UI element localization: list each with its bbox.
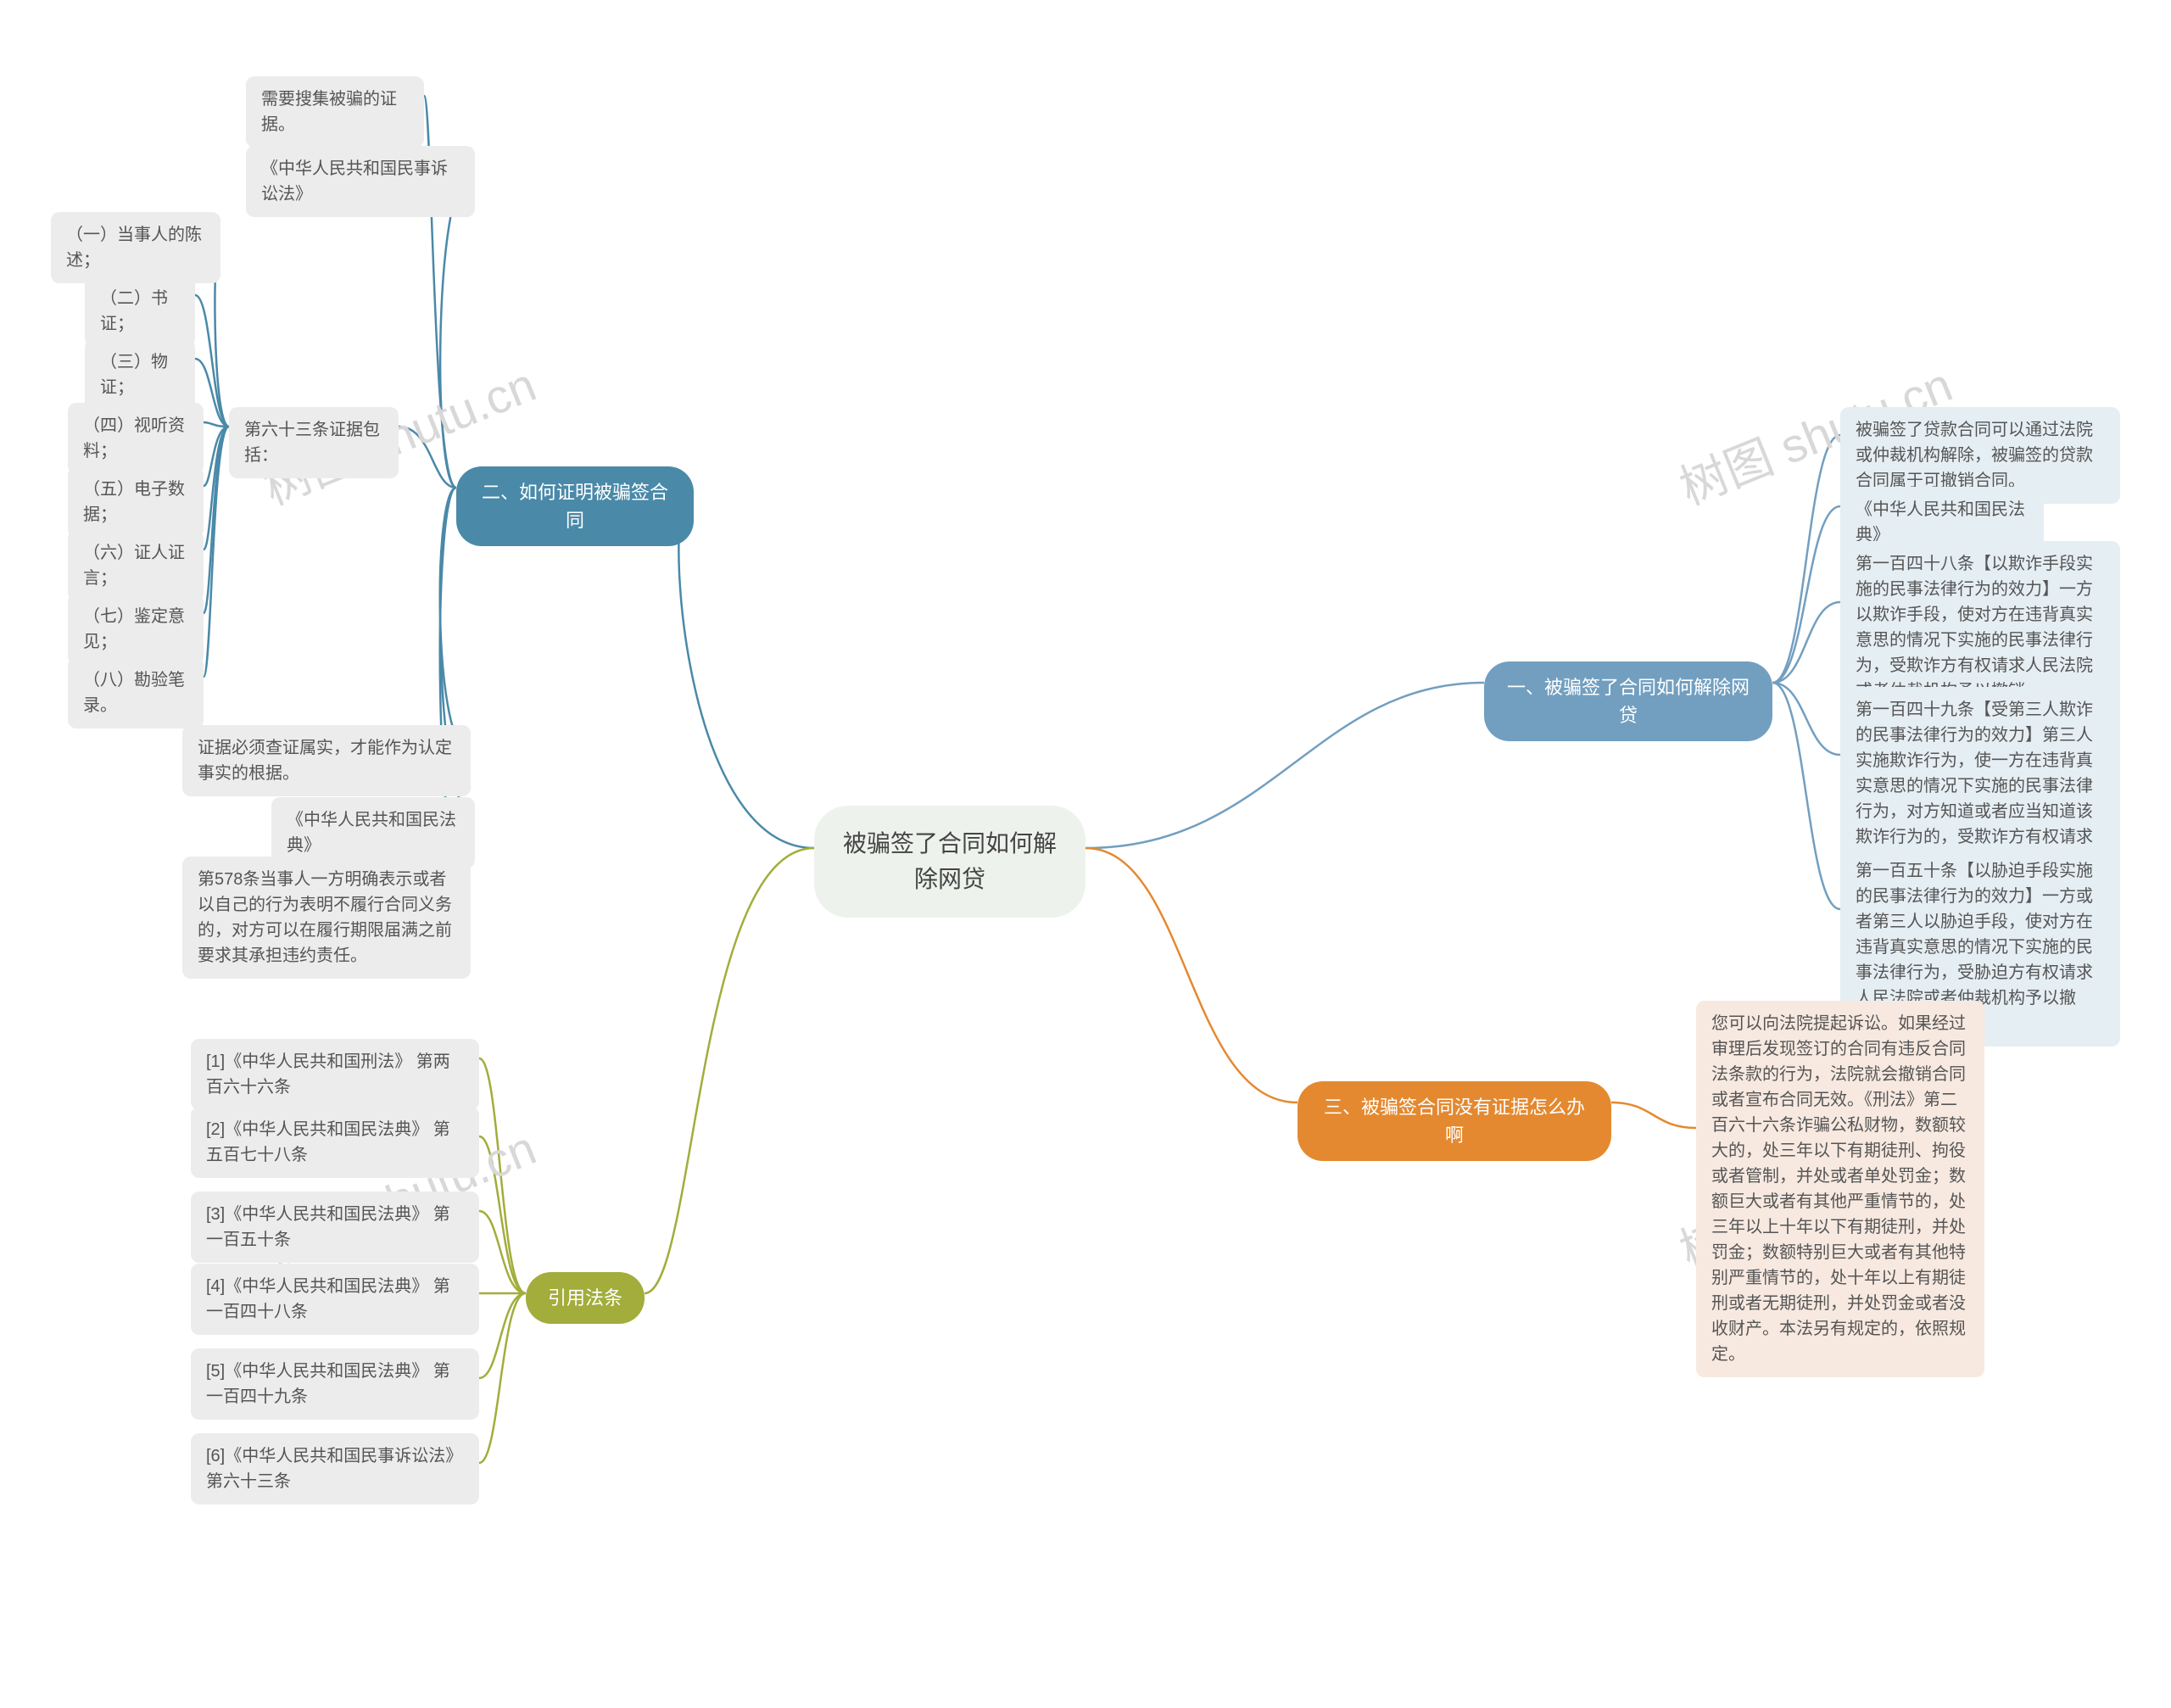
leaf-node[interactable]: [5]《中华人民共和国民法典》 第一百四十九条 (191, 1348, 479, 1420)
leaf-node[interactable]: （七）鉴定意见； (68, 594, 204, 665)
leaf-node[interactable]: 需要搜集被骗的证据。 (246, 76, 424, 148)
leaf-node[interactable]: 第578条当事人一方明确表示或者以自己的行为表明不履行合同义务的，对方可以在履行… (182, 857, 471, 979)
leaf-node[interactable]: [2]《中华人民共和国民法典》 第五百七十八条 (191, 1107, 479, 1178)
leaf-node[interactable]: [3]《中华人民共和国民法典》 第一百五十条 (191, 1192, 479, 1263)
branch-node-1[interactable]: 一、被骗签了合同如何解除网贷 (1484, 661, 1772, 741)
leaf-node[interactable]: [1]《中华人民共和国刑法》 第两百六十六条 (191, 1039, 479, 1110)
leaf-node[interactable]: 第六十三条证据包括： (229, 407, 399, 478)
leaf-node[interactable]: （六）证人证言； (68, 530, 204, 601)
leaf-node[interactable]: （四）视听资料； (68, 403, 204, 474)
branch-node-3[interactable]: 三、被骗签合同没有证据怎么办啊 (1298, 1081, 1611, 1161)
leaf-node[interactable]: 《中华人民共和国民事诉讼法》 (246, 146, 475, 217)
leaf-node[interactable]: （五）电子数据； (68, 466, 204, 538)
branch-node-4[interactable]: 引用法条 (526, 1272, 645, 1324)
leaf-node[interactable]: [6]《中华人民共和国民事诉讼法》 第六十三条 (191, 1433, 479, 1504)
leaf-node[interactable]: （二）书证； (85, 276, 195, 347)
leaf-node[interactable]: （八）勘验笔录。 (68, 657, 204, 728)
leaf-node[interactable]: （一）当事人的陈述； (51, 212, 220, 283)
leaf-node[interactable]: [4]《中华人民共和国民法典》 第一百四十八条 (191, 1264, 479, 1335)
branch-node-2[interactable]: 二、如何证明被骗签合同 (456, 466, 694, 546)
center-node[interactable]: 被骗签了合同如何解除网贷 (814, 806, 1086, 918)
leaf-node[interactable]: 证据必须查证属实，才能作为认定事实的根据。 (182, 725, 471, 796)
leaf-node[interactable]: （三）物证； (85, 339, 195, 410)
leaf-node[interactable]: 您可以向法院提起诉讼。如果经过审理后发现签订的合同有违反合同法条款的行为，法院就… (1696, 1001, 1984, 1377)
